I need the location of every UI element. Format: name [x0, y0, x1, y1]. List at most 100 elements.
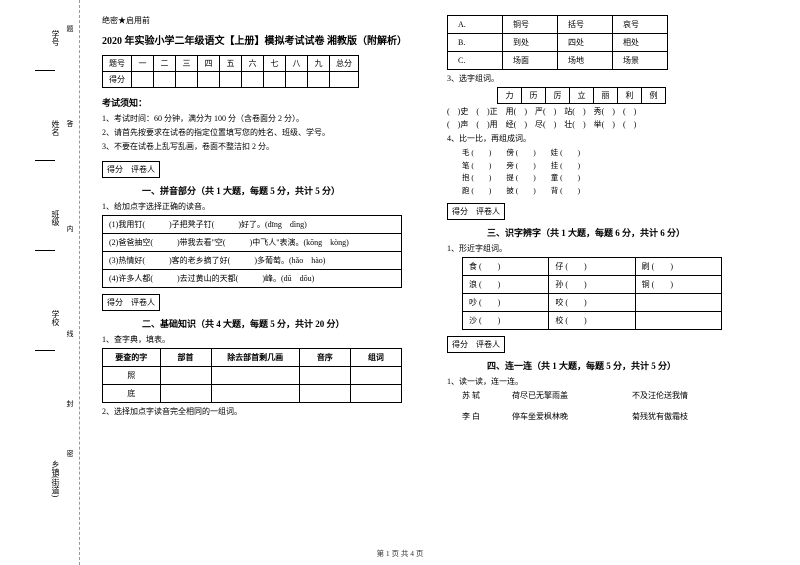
marker-box: 得分 评卷人 — [447, 203, 505, 220]
q1-row: (1)我用钉( )子把凳子钉( )好了。(dīng dìng) — [103, 216, 402, 234]
cell: 沙 ( ) — [463, 312, 549, 330]
cell: 场地 — [558, 52, 613, 70]
cell: 厉 — [546, 88, 570, 104]
pair-row: 抱 ( ) 提 ( ) 童 ( ) — [462, 172, 758, 183]
lian-author: 李 白 — [462, 411, 512, 422]
notice-item: 3、不要在试卷上乱写乱画，卷面不整洁扣 2 分。 — [102, 141, 413, 152]
score-table: 题号 一 二 三 四 五 六 七 八 九 总分 得分 — [102, 55, 359, 88]
page-footer: 第 1 页 共 4 页 — [0, 548, 800, 559]
cell: 利 — [618, 88, 642, 104]
section-3-heading: 三、识字辨字（共 1 大题，每题 6 分，共计 6 分） — [487, 226, 758, 239]
column-right: A.铜号括号哀号 B.到处四处相处 C.场面场地场景 3、选字组词。 力 历 厉… — [435, 15, 770, 425]
q2-4-prompt: 4、比一比，再组成词。 — [447, 133, 758, 144]
exam-title: 2020 年实验小学二年级语文【上册】模拟考试试卷 湘教版（附解析） — [102, 32, 413, 47]
pair: 旁 ( ) — [506, 161, 535, 170]
q2-1-prompt: 1、查字典，填表。 — [102, 334, 413, 345]
cell: 场景 — [613, 52, 668, 70]
pair: 背 ( ) — [551, 186, 580, 195]
pair-row: 笔 ( ) 旁 ( ) 挂 ( ) — [462, 160, 758, 171]
paren-row-1: ( )史 ( )正 用( ) 严( ) 站( ) 秀( ) ( ) — [447, 106, 758, 117]
q3-table: 食 ( )仔 ( )刷 ( ) 浪 ( )孙 ( )铜 ( ) 吵 ( )咬 (… — [462, 257, 722, 330]
q3-1-prompt: 1、形近字组词。 — [447, 243, 758, 254]
q2-2-prompt: 2、选择加点字读音完全相同的一组词。 — [102, 406, 413, 417]
q1-prompt: 1、给加点字选择正确的读音。 — [102, 201, 413, 212]
cell: 例 — [642, 88, 666, 104]
cell: 浪 ( ) — [463, 276, 549, 294]
cell: 照 — [103, 367, 161, 385]
pair: 挂 ( ) — [551, 161, 580, 170]
pair: 笔 ( ) — [462, 161, 491, 170]
marker-box: 得分 评卷人 — [447, 336, 505, 353]
cell: 八 — [286, 56, 308, 72]
lian-author: 苏 轼 — [462, 390, 512, 401]
section-1-heading: 一、拼音部分（共 1 大题，每题 5 分，共计 5 分） — [142, 184, 413, 197]
pair: 童 ( ) — [551, 173, 580, 182]
cell: 丽 — [594, 88, 618, 104]
pair: 提 ( ) — [506, 173, 535, 182]
lian-row: 苏 轼 荷尽已无擎雨盖 不及汪伦送我情 — [462, 390, 758, 401]
cell: 九 — [308, 56, 330, 72]
cell: 括号 — [558, 16, 613, 34]
q1-table: (1)我用钉( )子把凳子钉( )好了。(dīng dìng) (2)爸爸抽空(… — [102, 215, 402, 288]
score-header-row: 题号 一 二 三 四 五 六 七 八 九 总分 — [103, 56, 359, 72]
q1-row: (4)许多人都( )去过黄山的天都( )峰。(dū dōu) — [103, 270, 402, 288]
marker-box: 得分 评卷人 — [102, 161, 160, 178]
section-2-heading: 二、基础知识（共 4 大题，每题 5 分，共计 20 分） — [142, 317, 413, 330]
pair: 披 ( ) — [506, 186, 535, 195]
cell: 场面 — [503, 52, 558, 70]
cell: 除去部首剩几画 — [211, 349, 299, 367]
pair: 毛 ( ) — [462, 148, 491, 157]
cell: 七 — [264, 56, 286, 72]
char-grid: 力 历 厉 立 丽 利 例 — [497, 87, 666, 104]
cell: 哀号 — [613, 16, 668, 34]
page-content: 绝密★启用前 2020 年实验小学二年级语文【上册】模拟考试试卷 湘教版（附解析… — [0, 15, 770, 425]
cell: 底 — [103, 385, 161, 403]
cell: A. — [448, 16, 503, 34]
pair: 抱 ( ) — [462, 173, 491, 182]
cell: 总分 — [330, 56, 359, 72]
pair-row: 跑 ( ) 披 ( ) 背 ( ) — [462, 185, 758, 196]
column-left: 绝密★启用前 2020 年实验小学二年级语文【上册】模拟考试试卷 湘教版（附解析… — [90, 15, 425, 425]
cell: 历 — [522, 88, 546, 104]
cell: 孙 ( ) — [549, 276, 635, 294]
q4-1-prompt: 1、读一读，连一连。 — [447, 376, 758, 387]
cell: 相处 — [613, 34, 668, 52]
cell: 四处 — [558, 34, 613, 52]
pair-row: 毛 ( ) 傍 ( ) 娃 ( ) — [462, 147, 758, 158]
side-tiny: 密 — [65, 450, 75, 457]
paren-row-2: ( )声 ( )用 经( ) 尽( ) 壮( ) 举( ) ( ) — [447, 119, 758, 130]
cell: 咬 ( ) — [549, 294, 635, 312]
q1-row: (2)爸爸抽空( )带我去看"空( )中飞人"表演。(kōng kòng) — [103, 234, 402, 252]
cell: 四 — [198, 56, 220, 72]
cell: 二 — [154, 56, 176, 72]
notice-item: 1、考试时间：60 分钟，满分为 100 分（含卷面分 2 分）。 — [102, 113, 413, 124]
cell: 食 ( ) — [463, 258, 549, 276]
cell: 题号 — [103, 56, 132, 72]
cell: 五 — [220, 56, 242, 72]
pair: 傍 ( ) — [506, 148, 535, 157]
cell: 刷 ( ) — [635, 258, 721, 276]
pair: 跑 ( ) — [462, 186, 491, 195]
lian-verse: 停车坐爱枫林晚 — [512, 411, 632, 422]
cell: 一 — [132, 56, 154, 72]
cell: 音序 — [299, 349, 350, 367]
score-value-row: 得分 — [103, 72, 359, 88]
notice-heading: 考试须知： — [102, 96, 413, 109]
cell: C. — [448, 52, 503, 70]
cell: 铜号 — [503, 16, 558, 34]
cell: B. — [448, 34, 503, 52]
cell: 吵 ( ) — [463, 294, 549, 312]
cell: 三 — [176, 56, 198, 72]
cell: 立 — [570, 88, 594, 104]
cell: 校 ( ) — [549, 312, 635, 330]
secret-label: 绝密★启用前 — [102, 15, 413, 26]
side-label-xiangzhen: 乡镇(街道) — [50, 460, 61, 497]
cell: 到处 — [503, 34, 558, 52]
cell: 要查的字 — [103, 349, 161, 367]
lian-row: 李 白 停车坐爱枫林晚 菊残犹有傲霜枝 — [462, 411, 758, 422]
marker-box: 得分 评卷人 — [102, 294, 160, 311]
lian-verse: 不及汪伦送我情 — [632, 390, 688, 401]
lian-verse: 菊残犹有傲霜枝 — [632, 411, 688, 422]
q2-3-prompt: 3、选字组词。 — [447, 73, 758, 84]
section-4-heading: 四、连一连（共 1 大题，每题 5 分，共计 5 分） — [487, 359, 758, 372]
